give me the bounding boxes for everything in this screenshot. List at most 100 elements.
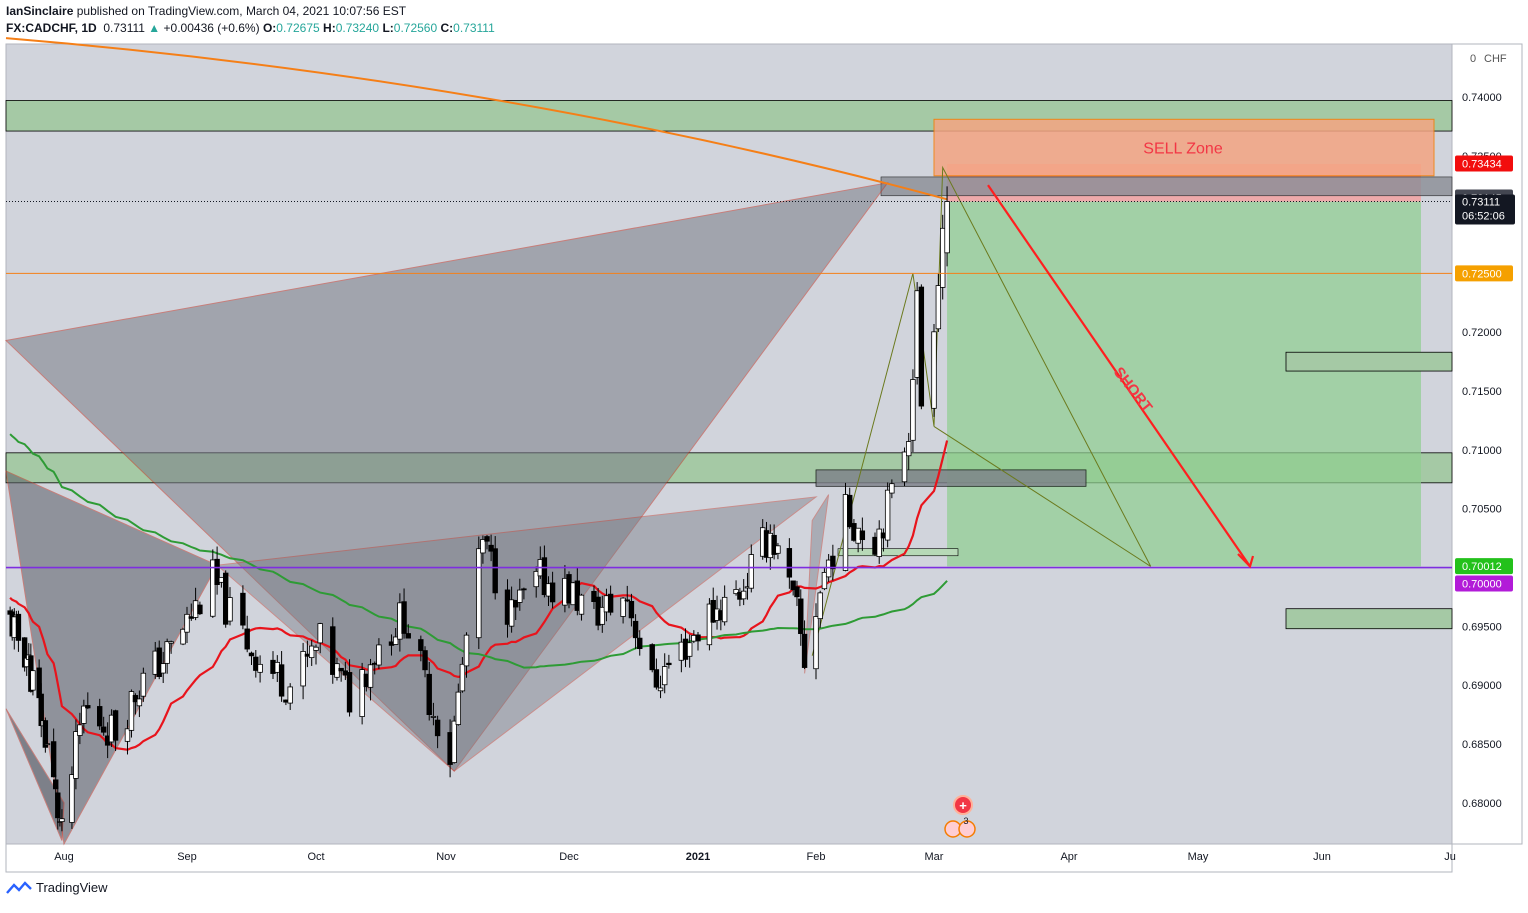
event-icon-ca2 <box>958 820 976 838</box>
candle-body <box>517 589 523 603</box>
candle-body <box>85 705 91 709</box>
price-tag-text: 0.70000 <box>1462 579 1502 591</box>
candle-body <box>15 613 22 641</box>
candle-body <box>128 691 135 731</box>
target-box-1 <box>1285 351 1453 372</box>
candle-body <box>918 286 925 407</box>
author-name[interactable]: IanSinclaire <box>6 4 74 18</box>
candle-body <box>426 673 432 715</box>
tradingview-logo-icon <box>6 880 32 894</box>
candle-body <box>488 544 494 552</box>
candle-body <box>330 626 336 675</box>
price-tag-text: 0.73111 <box>1462 197 1500 209</box>
candle-body <box>910 379 916 441</box>
x-tick-label: Jun <box>1313 851 1331 863</box>
price-axis[interactable] <box>1451 43 1523 845</box>
candle-body <box>931 331 937 409</box>
candle-body <box>376 644 382 666</box>
candle-body <box>253 656 259 671</box>
candle-body <box>69 774 75 823</box>
candle-body <box>346 672 353 713</box>
candle-body <box>455 691 461 725</box>
candle-body <box>430 716 437 718</box>
x-tick-label: Mar <box>925 851 944 863</box>
open-label: O: <box>262 21 277 35</box>
price-tag <box>1455 265 1513 282</box>
candle-body <box>278 664 285 697</box>
candle-body <box>940 227 946 288</box>
candle-body <box>790 580 796 591</box>
price-tag <box>1455 194 1515 225</box>
high-value: 0.73240 <box>335 21 380 35</box>
price-change: +0.00436 (+0.6%) <box>163 21 260 35</box>
time-axis[interactable] <box>5 843 1453 873</box>
candle-body <box>624 599 630 602</box>
candle-body <box>666 662 672 666</box>
pattern-large <box>4 182 889 772</box>
tradingview-brand[interactable]: TradingView <box>36 880 108 895</box>
candle-body <box>160 663 166 674</box>
candle-body <box>830 555 836 570</box>
candle-body <box>513 599 519 608</box>
order-block-mid <box>815 469 1087 487</box>
candle-body <box>59 818 65 823</box>
x-axis-ticks: Aug Sep Oct Nov Dec 2021 Feb Mar Apr May Jun Ju <box>54 851 1456 863</box>
candle-body <box>338 667 344 672</box>
candle-body <box>637 637 643 650</box>
symbol-line: FX:CADCHF, 1D 0.73111 ▲ +0.00436 (+0.6%)… <box>6 21 495 35</box>
price-tag <box>1455 575 1513 592</box>
candle-body <box>549 582 556 603</box>
candle-body <box>124 728 131 742</box>
candle-body <box>492 548 498 594</box>
sell-zone <box>933 118 1435 177</box>
x-tick-label: Apr <box>1060 851 1077 863</box>
close-label: C: <box>440 21 454 35</box>
candle-body <box>771 534 777 555</box>
candle-body <box>168 641 174 644</box>
currency-label: CHF <box>1484 53 1507 65</box>
candle-body <box>607 593 614 613</box>
candle-body <box>662 666 668 686</box>
candle-body <box>686 642 693 657</box>
ma-slow-line <box>9 433 948 669</box>
event-plus-icon: + <box>959 798 967 813</box>
price-tag-text: 0.72500 <box>1462 268 1502 280</box>
candle-body <box>100 726 107 733</box>
candle-body <box>197 604 203 615</box>
x-tick-label: Sep <box>177 851 197 863</box>
candle-body <box>227 597 233 622</box>
candle-body <box>156 647 162 677</box>
candle-body <box>794 586 800 598</box>
candle-body <box>77 724 83 736</box>
candle-body <box>418 639 424 651</box>
candle-body <box>248 652 255 657</box>
price-tag-timer: 06:52:06 <box>1462 211 1505 223</box>
candle-body <box>392 636 399 645</box>
candle-body <box>210 559 216 617</box>
event-count: 3 <box>963 816 968 826</box>
price-labels: 0.734340.731450.7311106:52:060.725000.70… <box>1455 155 1515 592</box>
publish-info: published on TradingView.com, March 04, … <box>76 4 407 18</box>
x-tick-label: Ju <box>1444 851 1456 863</box>
axis-top-label: 0 <box>1470 53 1476 65</box>
y-tick-label: 0.71500 <box>1462 386 1502 398</box>
candle-body <box>786 548 793 578</box>
candle-body <box>180 628 186 645</box>
candle-body <box>533 571 539 588</box>
candle-body <box>313 646 319 651</box>
x-tick-label: Feb <box>807 851 826 863</box>
y-tick-label: 0.68500 <box>1462 739 1502 751</box>
candle-body <box>42 720 49 748</box>
candle-body <box>97 706 103 727</box>
candle-body <box>300 651 306 687</box>
x-tick-label: May <box>1188 851 1209 863</box>
footer[interactable]: TradingView <box>6 880 108 895</box>
candle-body <box>798 598 804 634</box>
candle-body <box>748 554 754 589</box>
y-tick-label: 0.74000 <box>1462 92 1502 104</box>
ma-long-line <box>5 37 948 201</box>
candle-body <box>944 201 950 254</box>
candle-body <box>244 628 250 650</box>
